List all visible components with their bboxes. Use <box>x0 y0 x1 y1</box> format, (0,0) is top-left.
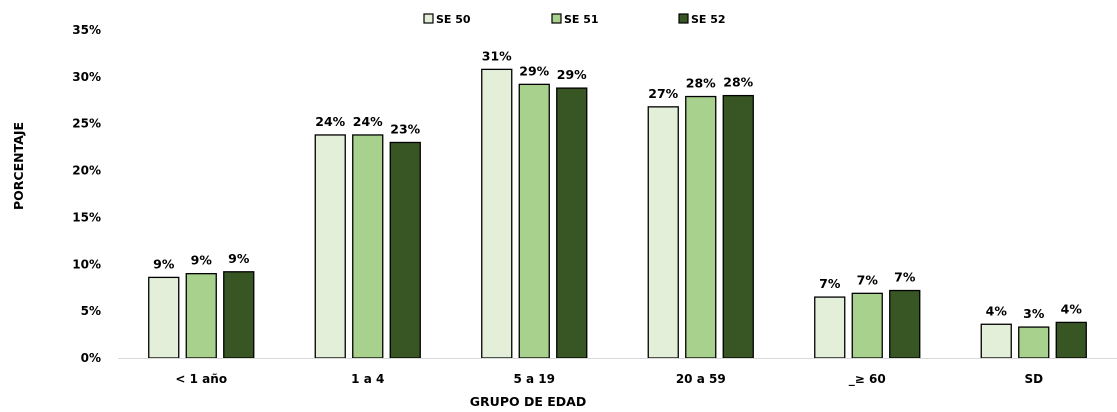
bar-se-52 <box>889 289 921 359</box>
data-labels: 9% 9% 9% 24% 24% 23% 31% 29% 29% 27% 28% 28% 7% 7% 7% 4… <box>153 48 1082 321</box>
data-label: 4% <box>1061 301 1083 316</box>
data-label: 29% <box>519 63 549 78</box>
data-label: 24% <box>315 114 345 129</box>
data-label: 9% <box>191 253 213 268</box>
data-label: 29% <box>557 67 587 82</box>
data-label: 23% <box>390 121 420 136</box>
bar-se-52 <box>556 87 588 359</box>
bar-se-51 <box>851 292 883 359</box>
data-label: 31% <box>482 48 512 63</box>
x-axis: < 1 año 1 a 4 5 a 19 20 a 59 _≥ 60 SD <box>118 358 1117 387</box>
legend-label: SE 51 <box>564 13 599 26</box>
bar-se-50 <box>814 296 846 359</box>
data-label: 28% <box>686 76 716 91</box>
bar-se-52 <box>1055 321 1087 359</box>
bar-se-51 <box>352 134 384 359</box>
bar-se-50 <box>148 276 180 359</box>
data-label: 7% <box>857 272 879 287</box>
data-label: 4% <box>986 303 1008 318</box>
bar-se-50 <box>980 323 1012 359</box>
bar-se-51 <box>685 95 717 359</box>
y-tick-label: 25% <box>72 117 101 131</box>
bar-se-51 <box>185 273 217 359</box>
data-label: 7% <box>894 270 916 285</box>
y-tick-label: 5% <box>81 304 101 318</box>
bar-se-52 <box>223 271 255 359</box>
legend-label: SE 50 <box>436 13 471 26</box>
data-label: 28% <box>723 75 753 90</box>
bar-se-52 <box>722 94 754 359</box>
x-tick-label: _≥ 60 <box>849 372 886 387</box>
data-label: 24% <box>353 114 383 129</box>
bars <box>148 68 1087 359</box>
legend-item: SE 50 <box>423 13 471 26</box>
bar-se-50 <box>314 134 346 359</box>
legend-item: SE 52 <box>678 13 726 26</box>
data-label: 3% <box>1023 306 1045 321</box>
y-tick-label: 30% <box>72 70 101 84</box>
x-tick-label: < 1 año <box>175 372 227 386</box>
data-label: 9% <box>153 256 175 271</box>
y-tick-label: 35% <box>72 23 101 37</box>
data-label: 9% <box>228 251 250 266</box>
y-axis-title: PORCENTAJE <box>11 122 26 210</box>
bar-se-50 <box>481 68 513 359</box>
legend: SE 50 SE 51 SE 52 <box>423 13 726 26</box>
y-tick-label: 10% <box>72 257 101 271</box>
x-tick-label: 5 a 19 <box>513 372 555 386</box>
data-label: 7% <box>819 276 841 291</box>
legend-item: SE 51 <box>551 13 599 26</box>
x-tick-label: SD <box>1024 372 1043 386</box>
bar-se-52 <box>389 141 421 359</box>
bar-se-51 <box>1018 326 1050 359</box>
y-axis: 0% 5% 10% 15% 20% 25% 30% 35% <box>72 23 101 365</box>
data-label: 27% <box>648 86 678 101</box>
y-tick-label: 20% <box>72 164 101 178</box>
legend-swatch <box>551 13 562 24</box>
legend-label: SE 52 <box>691 13 726 26</box>
y-tick-label: 0% <box>81 351 101 365</box>
legend-swatch <box>678 13 689 24</box>
bar-se-50 <box>647 106 679 359</box>
legend-swatch <box>423 13 434 24</box>
x-axis-title: GRUPO DE EDAD <box>470 394 586 409</box>
bar-se-51 <box>518 83 550 359</box>
x-tick-label: 20 a 59 <box>676 372 726 386</box>
y-tick-label: 15% <box>72 210 101 224</box>
x-tick-label: 1 a 4 <box>351 372 384 386</box>
